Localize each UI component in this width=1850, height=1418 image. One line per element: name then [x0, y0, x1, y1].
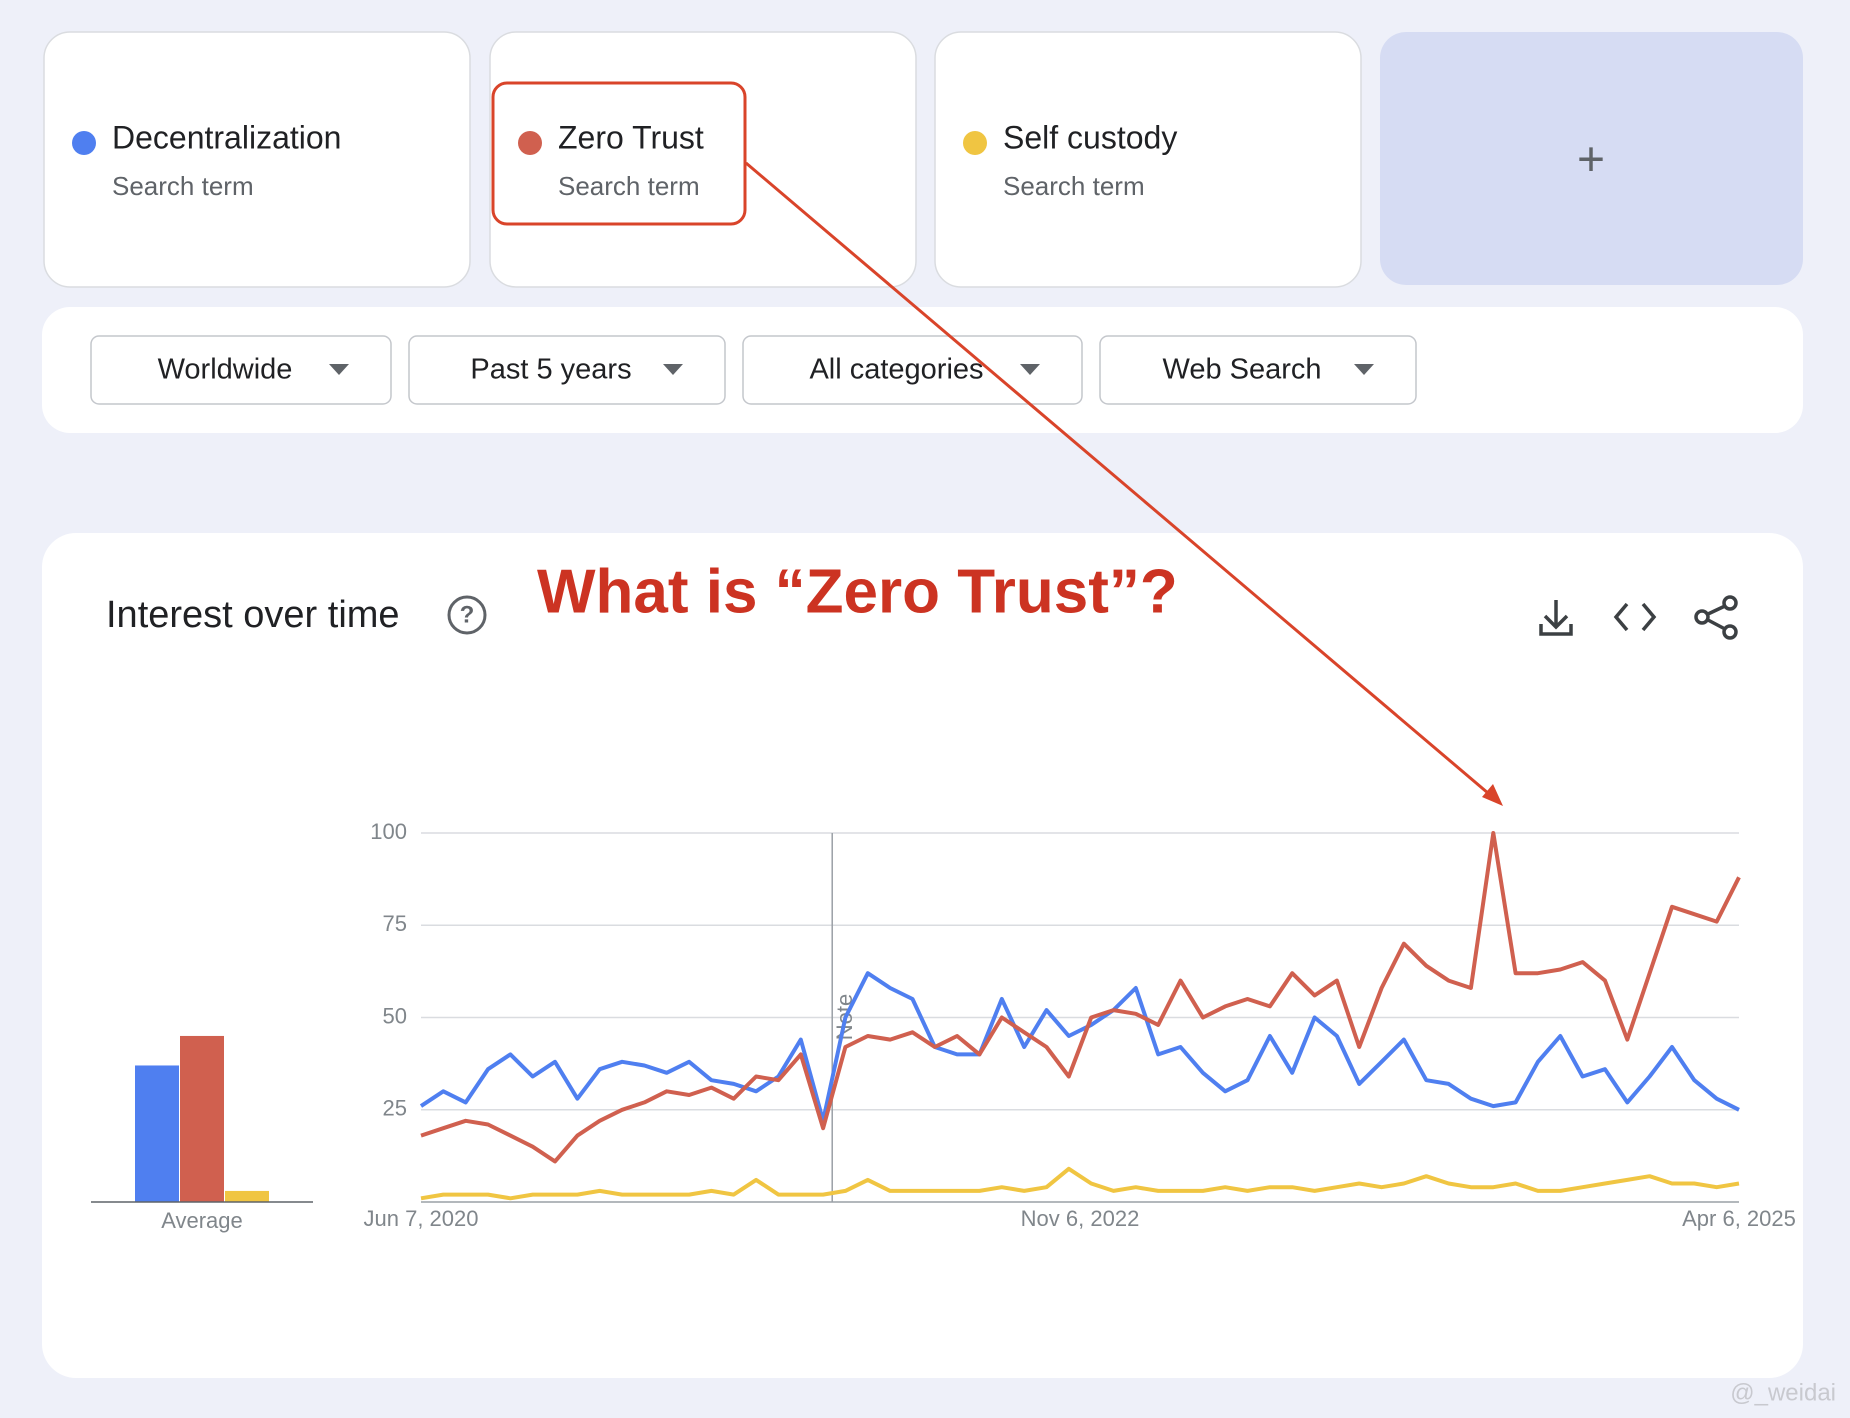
filter-dropdown[interactable]: All categories	[742, 335, 1083, 405]
dropdown-label: Worldwide	[158, 354, 293, 386]
watermark: @_weidai	[1730, 1379, 1836, 1406]
y-tick-label: 50	[383, 1003, 407, 1028]
average-bar	[180, 1035, 224, 1202]
term-card[interactable]	[43, 31, 471, 288]
dropdown-label: Past 5 years	[470, 354, 631, 386]
dropdown-box[interactable]	[742, 335, 1083, 405]
dropdown-arrow	[1354, 364, 1374, 375]
chart-panel	[42, 533, 1803, 1378]
term-dot	[518, 131, 542, 155]
term-name: Self custody	[1003, 119, 1177, 155]
average-bar	[135, 1065, 179, 1202]
filter-dropdown[interactable]: Past 5 years	[408, 335, 726, 405]
annotation-arrow	[745, 161, 1496, 801]
series-line	[419, 971, 1740, 1123]
search-terms: Decentralization Search term Zero Trust Sea…	[43, 31, 1362, 288]
dropdown-label: Web Search	[1162, 354, 1321, 386]
dropdown-box[interactable]	[90, 335, 392, 405]
term-dot	[72, 131, 96, 155]
series-line	[420, 831, 1741, 1164]
term-dot	[963, 131, 987, 155]
term-name: Decentralization	[112, 119, 341, 155]
share-icon[interactable]	[1694, 595, 1738, 640]
highlight-box	[491, 81, 747, 226]
series-line	[420, 1166, 1740, 1201]
y-tick-label: 25	[383, 1096, 407, 1121]
x-tick-label: Apr 6, 2025	[1682, 1206, 1796, 1231]
term-subtitle: Search term	[112, 171, 254, 201]
x-tick-label: Jun 7, 2020	[364, 1206, 479, 1231]
dropdown-box[interactable]	[408, 335, 726, 405]
dropdown-arrow	[329, 364, 349, 375]
download-icon[interactable]	[1539, 600, 1573, 636]
term-name: Zero Trust	[558, 119, 704, 155]
filter-dropdown[interactable]: Worldwide	[90, 335, 392, 405]
term-card[interactable]	[489, 31, 917, 288]
dropdown-label: All categories	[809, 354, 983, 386]
y-tick-label: 75	[383, 911, 407, 936]
average-label: Average	[161, 1208, 243, 1233]
panel-title: Interest over time	[106, 594, 400, 636]
term-card[interactable]	[934, 31, 1362, 288]
arrow-head	[1482, 784, 1503, 806]
filter-dropdown[interactable]: Web Search	[1099, 335, 1417, 405]
annotation: What is “Zero Trust”?	[537, 557, 1178, 626]
y-tick-label: 100	[370, 819, 407, 844]
add-button[interactable]: +	[1577, 134, 1605, 187]
filters: Worldwide Past 5 years All categories Web S…	[90, 335, 1417, 405]
dropdown-box[interactable]	[1099, 335, 1417, 405]
svg-text:?: ?	[460, 601, 475, 628]
help-icon[interactable]: ?	[447, 595, 487, 635]
add-card[interactable]	[1380, 32, 1803, 285]
x-tick-label: Nov 6, 2022	[1021, 1206, 1140, 1231]
term-subtitle: Search term	[558, 171, 700, 201]
term-subtitle: Search term	[1003, 171, 1145, 201]
dropdown-arrow	[663, 364, 683, 375]
average-bar	[225, 1190, 269, 1202]
dropdown-arrow	[1020, 364, 1040, 375]
embed-icon[interactable]	[1613, 602, 1657, 632]
